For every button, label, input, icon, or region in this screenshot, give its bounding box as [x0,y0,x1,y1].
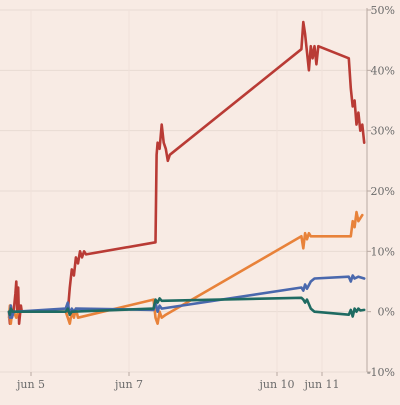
axes: 50% 40% 30% 20% 10% 0% -10% jun 5 jun 7 jun 10 jun… [15,4,395,391]
x-tick-label: jun 10 [257,378,294,391]
gridlines [0,9,367,373]
y-tick-label: -10% [367,366,395,379]
y-tick-label: 10% [371,245,395,258]
series-line-2 [7,210,364,325]
y-tick-label: 50% [371,4,395,17]
x-tick-label: jun 7 [113,378,143,391]
series-line-1 [7,20,366,325]
x-tick-label: jun 5 [15,378,45,391]
y-tick-label: 40% [371,64,395,77]
y-tick-label: 0% [378,306,395,319]
series-lines [7,20,366,325]
x-tick-label: jun 11 [302,378,339,391]
series-line-4 [7,296,366,318]
y-tick-label: 20% [371,185,395,198]
y-tick-label: 30% [371,125,395,138]
